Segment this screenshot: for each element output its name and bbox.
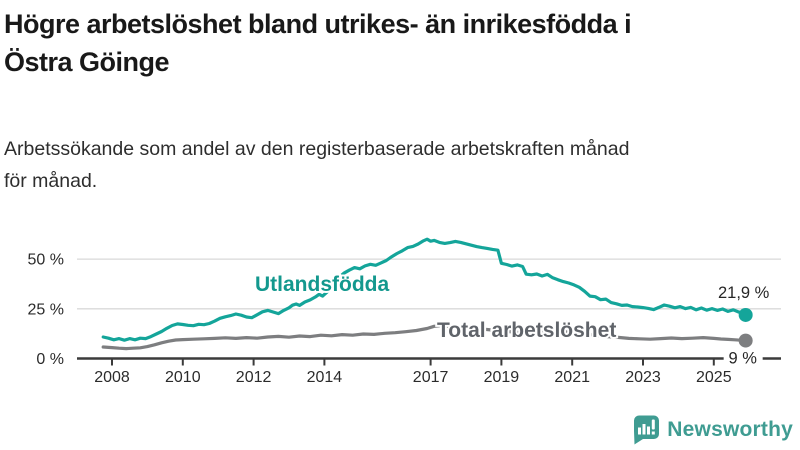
chart-subtitle: Arbetssökande som andel av den registerb… — [4, 133, 796, 197]
x-tick-label-2025: 2025 — [696, 369, 732, 386]
page-title-line2: Östra Göinge — [4, 47, 170, 77]
x-tick-label-2021: 2021 — [554, 369, 590, 386]
x-tick-label-2010: 2010 — [165, 369, 201, 386]
series-end-dot-1 — [738, 333, 753, 348]
x-tick-label-2019: 2019 — [484, 369, 520, 386]
page-title: Högre arbetslöshet bland utrikes- än inr… — [4, 5, 796, 81]
newsworthy-logo[interactable]: Newsworthy — [633, 414, 793, 446]
newsworthy-speech-bubble-chart-icon — [634, 415, 660, 445]
chart-subtitle-line1: Arbetssökande som andel av den registerb… — [4, 138, 630, 160]
series-end-dot-0 — [738, 307, 753, 322]
y-tick-label-0: 0 % — [36, 351, 64, 368]
series-line-1 — [101, 323, 748, 351]
x-tick-label-2012: 2012 — [236, 369, 272, 386]
series-line-0 — [101, 237, 748, 342]
end-value-label-1: 9 % — [728, 350, 757, 368]
newsworthy-logo-text: Newsworthy — [667, 418, 793, 441]
y-tick-label-50: 50 % — [28, 252, 64, 269]
chart-subtitle-line2: för månad. — [4, 170, 98, 192]
page-title-line1: Högre arbetslöshet bland utrikes- än inr… — [4, 9, 632, 39]
x-tick-label-2017: 2017 — [413, 369, 449, 386]
end-value-label-bg-1 — [723, 347, 763, 369]
x-tick-label-2023: 2023 — [625, 369, 661, 386]
series-label-0: Utlandsfödda — [255, 273, 389, 296]
series-label-1: Total arbetslöshet — [437, 319, 616, 342]
x-tick-label-2014: 2014 — [307, 369, 343, 386]
y-tick-label-25: 25 % — [28, 301, 64, 318]
x-tick-label-2008: 2008 — [94, 369, 130, 386]
end-value-label-0: 21,9 % — [718, 284, 770, 302]
